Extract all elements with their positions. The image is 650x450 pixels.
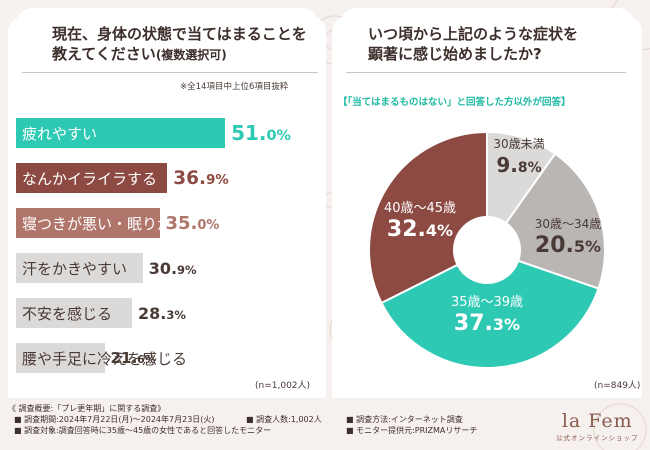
bar-value-label: 35.0% — [165, 212, 220, 234]
left-panel — [8, 8, 326, 398]
bar-row: 寝つきが悪い・眠りが浅い 35.0% — [16, 208, 219, 238]
bar-value-label: 51.0% — [231, 121, 291, 145]
pie-value-label: 20.5% — [535, 233, 601, 258]
pie-category-label: 40歳～45歳 — [384, 201, 456, 216]
bar: 寝つきが悪い・眠りが浅い — [16, 208, 202, 238]
right-title: いつ頃から上記のような症状を 顕著に感じ始めましたか? — [368, 25, 579, 63]
bar-value-label: 30.9% — [148, 258, 197, 278]
left-n-label: (n=1,002人) — [255, 381, 311, 391]
survey-method: ■ 調査方法:インターネット調査 — [346, 415, 463, 424]
pie-category-label: 30歳未満 — [493, 137, 544, 151]
bar-label: 寝つきが悪い・眠りが浅い — [22, 214, 203, 233]
bar: 不安を感じる — [16, 298, 133, 328]
left-title-underline — [22, 72, 318, 73]
left-title: 現在、身体の状態で当てはまることを 教えてください(複数選択可) — [52, 25, 307, 63]
bar-row: 疲れやすい 51.0% — [16, 118, 291, 148]
la-fem-logo: la Fem 公式オンラインショップ — [556, 410, 639, 442]
pie-slice — [380, 248, 600, 369]
bar-value-label: 28.3% — [138, 303, 186, 323]
survey-target: ■ 調査対象:調査回答時に35歳～45歳の女性であると回答したモニター — [14, 426, 272, 435]
bar-value-label: 21.6% — [110, 349, 156, 367]
left-note: ※全14項目中上位6項目抜粋 — [180, 82, 289, 92]
bar: 腰や手足に冷えを感じる — [16, 343, 187, 373]
bar-row: 不安を感じる 28.3% — [16, 298, 186, 328]
bar-label: なんかイライラする — [22, 169, 158, 188]
bar-label: 汗をかきやすい — [22, 259, 128, 278]
bar-row: 汗をかきやすい 30.9% — [16, 253, 197, 283]
pie-category-label: 35歳～39歳 — [451, 295, 523, 310]
right-title-underline — [346, 72, 626, 73]
survey-heading: 《 調査概要:「プレ更年期」に関する調査》 — [8, 404, 166, 413]
pie-value-label: 32.4% — [387, 217, 453, 242]
right-n-label: (n=849人) — [594, 381, 641, 391]
bar-row: 腰や手足に冷えを感じる 21.6% — [16, 343, 187, 373]
bar: 汗をかきやすい — [16, 253, 143, 283]
bar-label: 疲れやすい — [22, 124, 98, 143]
right-subtitle: 【「当てはまるものはない」と回答した方以外が回答】 — [338, 97, 571, 108]
pie-value-label: 37.3% — [454, 311, 520, 336]
bar: 疲れやすい — [16, 118, 226, 148]
pie-category-label: 30歳～34歳 — [535, 217, 602, 231]
pie-center-hole — [453, 216, 521, 284]
survey-period: ■ 調査期間:2024年7月22日(月)～2024年7月23日(火) — [14, 415, 215, 424]
bar-value-label: 36.9% — [173, 167, 229, 189]
bar-row: なんかイライラする 36.9% — [16, 163, 229, 193]
survey-provider: ■ モニター提供元:PRIZMAリサーチ — [346, 426, 478, 435]
pie-slice — [486, 130, 557, 254]
bar-label: 不安を感じる — [22, 304, 113, 323]
bar-label: 腰や手足に冷えを感じる — [22, 349, 188, 368]
survey-count: ■ 調査人数:1,002人 — [246, 415, 322, 424]
bar: なんかイライラする — [16, 163, 168, 193]
pie-value-label: 9.8% — [496, 153, 541, 177]
